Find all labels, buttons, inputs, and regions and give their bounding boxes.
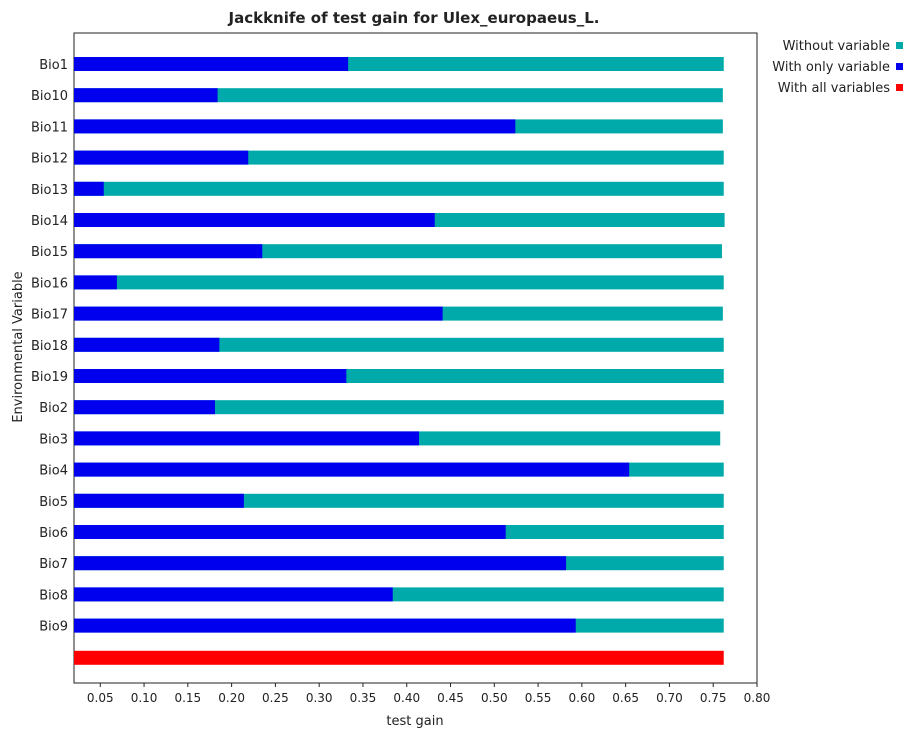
bar-without-bio16	[74, 275, 724, 290]
bar-only-bio17	[74, 306, 443, 321]
bar-only-bio7	[74, 556, 567, 571]
category-label: Bio8	[39, 588, 68, 603]
bar-only-bio19	[74, 369, 347, 383]
category-labels: Bio1 Bio10 Bio11 Bio12 Bio13 Bio14 Bio15 Bio16 B…	[31, 58, 68, 635]
bar-only-bio13	[74, 181, 104, 196]
bar-without-bio2	[74, 400, 724, 415]
category-label: Bio1	[39, 58, 68, 73]
x-tick-label: 0.40	[393, 691, 420, 705]
x-tick-label: 0.20	[218, 691, 245, 705]
x-tick-label: 0.15	[174, 691, 201, 705]
legend-swatch	[896, 63, 903, 70]
bar-only-bio18	[74, 337, 220, 352]
x-tick-label: 0.35	[350, 691, 377, 705]
bar-without-bio13	[74, 181, 724, 196]
x-tick-label: 0.70	[656, 691, 683, 705]
category-label: Bio16	[31, 276, 68, 291]
bar-only-bio8	[74, 587, 393, 602]
category-label: Bio12	[31, 152, 68, 167]
category-label: Bio7	[39, 557, 68, 572]
legend-label: With all variables	[778, 81, 890, 96]
legend-label: Without variable	[783, 39, 890, 54]
bar-only-bio12	[74, 150, 249, 165]
category-label: Bio17	[31, 308, 68, 323]
category-label: Bio14	[31, 214, 68, 229]
category-label: Bio4	[39, 464, 68, 479]
bar-only-bio5	[74, 493, 244, 508]
bar-without-bio18	[74, 337, 724, 352]
bar-only-bio10	[74, 88, 218, 103]
chart-title: Jackknife of test gain for Ulex_europaeu…	[228, 9, 600, 27]
legend-swatch	[896, 84, 903, 91]
category-label: Bio5	[39, 495, 68, 510]
bar-only-bio2	[74, 400, 215, 415]
bar-all-variables	[74, 650, 724, 665]
x-tick-label: 0.65	[612, 691, 639, 705]
category-label: Bio18	[31, 339, 68, 354]
category-label: Bio19	[31, 370, 68, 385]
bar-only-bio16	[74, 275, 117, 290]
bar-only-bio9	[74, 618, 576, 633]
legend: Without variable With only variable With a…	[772, 39, 903, 96]
legend-label: With only variable	[772, 60, 890, 75]
x-tick-label: 0.50	[481, 691, 508, 705]
bar-only-bio11	[74, 119, 516, 134]
bar-only-bio4	[74, 462, 630, 477]
category-label: Bio11	[31, 120, 68, 135]
x-tick-label: 0.75	[700, 691, 727, 705]
bar-only-bio1	[74, 57, 349, 71]
category-label: Bio6	[39, 526, 68, 541]
category-label: Bio13	[31, 183, 68, 198]
bar-only-bio6	[74, 525, 506, 539]
x-tick-label: 0.10	[131, 691, 158, 705]
x-tick-label: 0.60	[569, 691, 596, 705]
bar-group	[74, 57, 725, 665]
x-axis-label: test gain	[386, 714, 443, 729]
x-tick-label: 0.25	[262, 691, 289, 705]
category-label: Bio10	[31, 89, 68, 104]
plot-area	[73, 32, 758, 684]
category-label: Bio3	[39, 432, 68, 447]
bar-without-bio10	[74, 88, 723, 103]
category-label: Bio9	[39, 620, 68, 635]
y-axis-label: Environmental Variable	[11, 271, 26, 422]
category-label: Bio2	[39, 401, 68, 416]
x-tick-label: 0.55	[525, 691, 552, 705]
bar-only-bio15	[74, 244, 263, 259]
category-label: Bio15	[31, 245, 68, 260]
bar-only-bio3	[74, 431, 420, 446]
bar-only-bio14	[74, 213, 435, 227]
x-tick-label: 0.05	[87, 691, 114, 705]
x-axis-ticks: 0.05 0.10 0.15 0.20 0.25 0.30 0.35 0.40 0.45 0.50…	[87, 683, 770, 705]
x-tick-label: 0.80	[744, 691, 771, 705]
x-tick-label: 0.30	[306, 691, 333, 705]
legend-swatch	[896, 42, 903, 49]
x-tick-label: 0.45	[437, 691, 464, 705]
